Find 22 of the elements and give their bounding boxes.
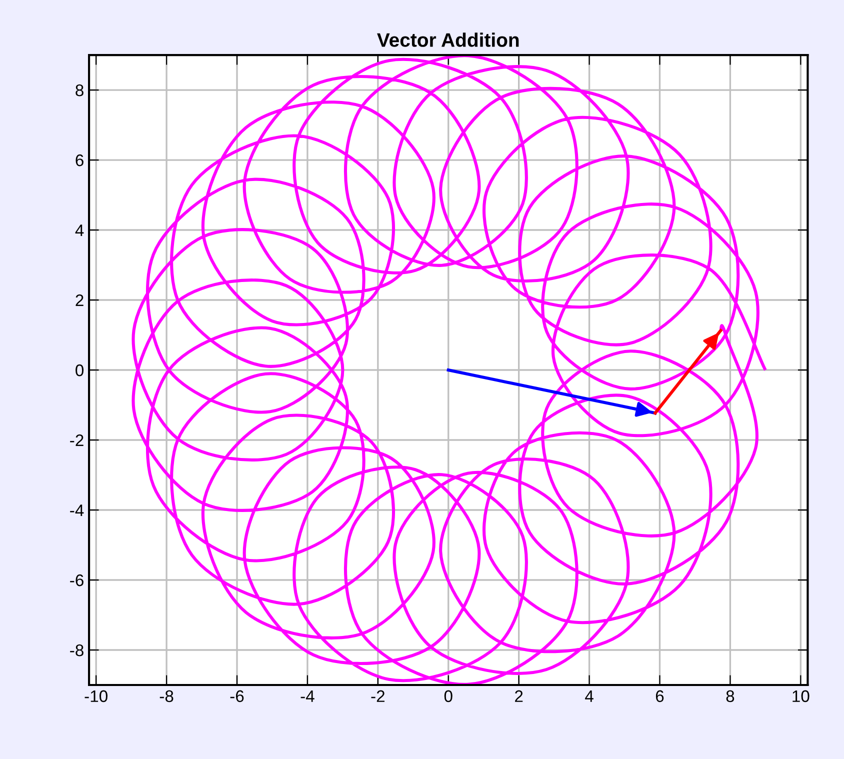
x-tick-label: 4 <box>585 690 594 702</box>
y-tick-label: 4 <box>75 224 84 236</box>
y-tick-label: -6 <box>70 574 84 586</box>
x-tick-label: 6 <box>656 690 664 702</box>
line-series <box>132 55 767 685</box>
x-tick-label: 2 <box>515 690 523 702</box>
x-tick-label: 0 <box>444 690 452 702</box>
y-tick-label: -8 <box>70 644 84 656</box>
y-tick-label: 0 <box>76 364 84 376</box>
x-tick-label: -8 <box>160 690 174 702</box>
x-tick-label: -4 <box>300 690 314 702</box>
y-tick-label: -2 <box>70 434 84 446</box>
x-tick-label: 8 <box>726 690 734 702</box>
y-tick-label: 2 <box>76 294 84 306</box>
x-tick-label: -10 <box>84 690 108 702</box>
chart-title: Vector Addition <box>377 32 519 47</box>
y-tick-label: 6 <box>76 154 84 166</box>
y-tick-label: -4 <box>70 504 84 516</box>
y-tick-label: 8 <box>76 84 84 96</box>
x-tick-label: -2 <box>371 690 384 702</box>
x-tick-label: -6 <box>230 690 244 702</box>
x-tick-label: 10 <box>792 690 810 702</box>
